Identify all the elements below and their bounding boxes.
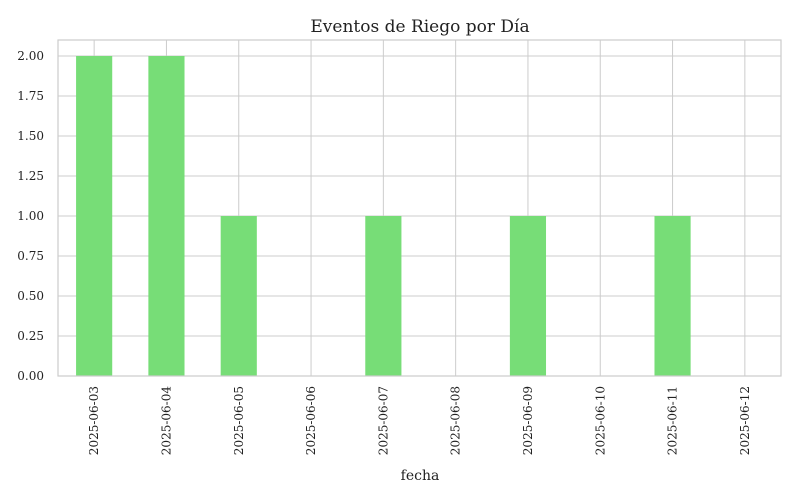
x-tick-label: 2025-06-03: [87, 386, 101, 455]
x-tick-label: 2025-06-10: [593, 386, 607, 455]
bars: [76, 56, 691, 376]
y-tick-label: 1.00: [17, 209, 44, 223]
y-tick-label: 0.00: [17, 369, 44, 383]
x-axis-label: fecha: [401, 468, 440, 484]
x-tick-label: 2025-06-09: [521, 386, 535, 455]
bar-2025-06-07: [365, 216, 402, 376]
y-tick-label: 2.00: [17, 49, 44, 63]
bar-2025-06-03: [76, 56, 113, 376]
y-tick-label: 1.25: [17, 169, 44, 183]
y-tick-label: 0.75: [17, 249, 44, 263]
y-tick-label: 0.50: [17, 289, 44, 303]
bar-2025-06-05: [220, 216, 257, 376]
x-tick-label: 2025-06-06: [304, 386, 318, 455]
x-tick-label: 2025-06-05: [232, 386, 246, 455]
x-tick-label: 2025-06-08: [449, 386, 463, 455]
bar-2025-06-09: [509, 216, 547, 376]
y-tick-labels: 0.00 0.25 0.50 0.75 1.00 1.25 1.50 1.75 2.00: [17, 49, 44, 383]
plot-frame: [57, 39, 782, 377]
x-tick-label: 2025-06-04: [159, 386, 173, 456]
x-tick-label: 2025-06-07: [376, 386, 390, 455]
x-tick-labels: 2025-06-03 2025-06-04 2025-06-05 2025-06-06…: [87, 386, 752, 456]
bar-2025-06-11: [654, 216, 691, 376]
x-tick-label: 2025-06-11: [666, 386, 680, 455]
y-tick-label: 1.75: [17, 89, 44, 103]
y-tick-label: 1.50: [17, 129, 44, 143]
bar-2025-06-04: [148, 56, 185, 376]
chart-title: Eventos de Riego por Día: [310, 17, 529, 37]
x-tick-label: 2025-06-12: [738, 386, 752, 455]
y-tick-label: 0.25: [17, 329, 44, 343]
